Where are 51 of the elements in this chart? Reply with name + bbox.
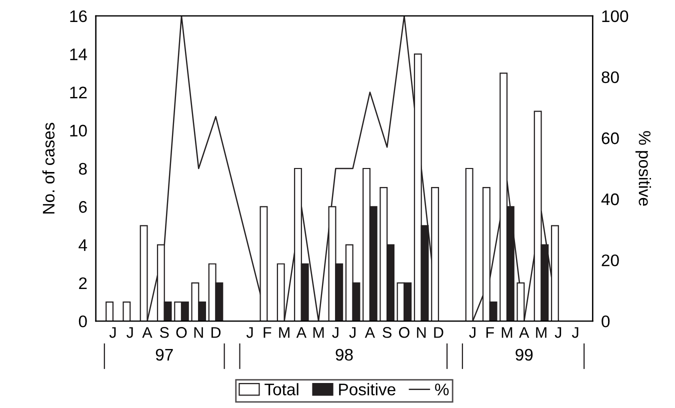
x-tick-label: S — [382, 327, 392, 338]
text: 97 — [156, 348, 173, 361]
x-tick-label: O — [176, 327, 187, 338]
y2-tick-label: 60 — [602, 132, 619, 144]
x-tick-label: A — [142, 327, 152, 338]
x-tick-label: J — [469, 327, 476, 338]
x-tick-label: J — [109, 327, 116, 338]
x-tick-label: S — [160, 327, 169, 338]
x-tick-label: O — [398, 327, 410, 338]
legend-label: % — [435, 384, 449, 396]
y2-tick-label: 40 — [601, 193, 619, 206]
x-tick-label: J — [332, 327, 338, 338]
x-tick-label: D — [434, 327, 444, 338]
y-tick-label: 10 — [70, 124, 87, 137]
y2-tick-label: 100 — [602, 10, 628, 22]
y-tick-label: 6 — [79, 201, 87, 213]
y-tick-label: 0 — [78, 315, 87, 328]
y2-axis-title: % positive — [635, 131, 652, 206]
x-tick-label: A — [364, 327, 376, 338]
x-tick-label: A — [519, 327, 530, 338]
x-tick-label: J — [126, 327, 133, 338]
legend-label: Positive — [339, 383, 396, 396]
x-tick-label: F — [264, 327, 272, 338]
x-tick-label: A — [296, 327, 306, 338]
y2-tick-label: 80 — [602, 71, 619, 84]
x-tick-label: M — [502, 327, 512, 338]
x-tick-label: J — [572, 327, 578, 338]
y-tick-label: 2 — [79, 277, 87, 289]
x-tick-label: M — [313, 327, 324, 338]
y2-tick-label: 0 — [602, 315, 610, 328]
x-tick-label: J — [246, 327, 253, 338]
x-tick-label: N — [417, 327, 426, 338]
y-tick-label: 16 — [70, 10, 87, 22]
x-tick-label: J — [554, 327, 562, 338]
y-tick-label: 12 — [70, 86, 87, 98]
bar — [122, 301, 131, 322]
x-tick-label: F — [486, 327, 494, 338]
x-tick-label: N — [194, 327, 203, 338]
text: 98 — [336, 348, 353, 361]
y-axis-title: No. of cases — [42, 122, 55, 214]
y-tick-label: 4 — [78, 239, 88, 251]
x-tick-label: D — [212, 327, 221, 338]
y-tick-label: 8 — [78, 162, 87, 175]
y-tick-label: 14 — [70, 48, 88, 60]
x-tick-label: M — [536, 327, 546, 338]
y2-tick-label: 20 — [602, 254, 619, 266]
x-tick-label: J — [349, 327, 356, 338]
legend-label: Total — [264, 383, 298, 396]
text: 99 — [516, 348, 533, 361]
bar — [106, 301, 114, 322]
x-tick-label: M — [279, 327, 290, 338]
